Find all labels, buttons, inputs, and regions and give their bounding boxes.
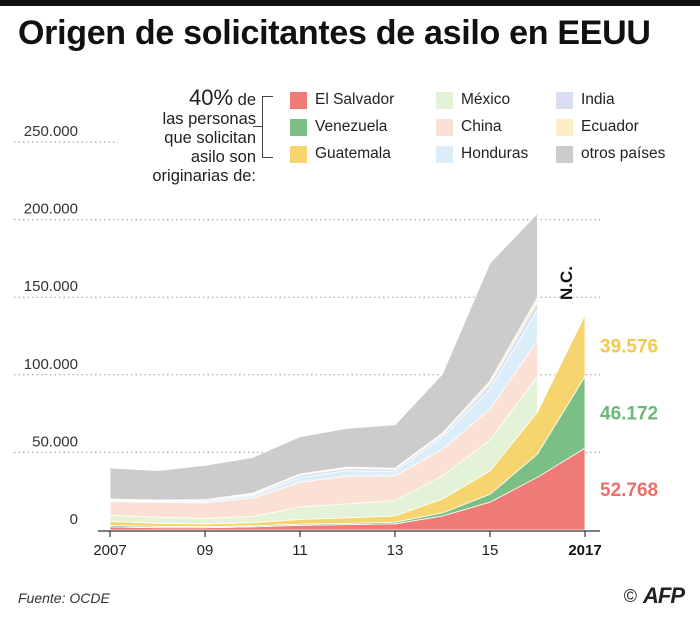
x-tick-label: 11 bbox=[292, 542, 308, 559]
y-tick-label: 200.000 bbox=[24, 201, 78, 218]
legend-item-ecuador: Ecuador bbox=[556, 118, 639, 136]
y-tick-label: 50.000 bbox=[32, 433, 78, 450]
legend: 40% de las personas que solicitan asilo … bbox=[118, 80, 686, 190]
copyright-icon: © bbox=[623, 585, 637, 606]
end-value-label: 39.576 bbox=[600, 337, 658, 358]
legend-item-venezuela: Venezuela bbox=[290, 118, 387, 136]
legend-item-india: India bbox=[556, 91, 615, 109]
afp-logo: AFP bbox=[643, 583, 685, 608]
x-tick-label: 2017 bbox=[568, 542, 601, 559]
end-value-label: 52.768 bbox=[600, 480, 658, 501]
legend-swatch bbox=[290, 145, 307, 163]
y-axis-ticks: 0 50.000 100.000 150.000 200.000 250.000 bbox=[24, 123, 78, 528]
y-tick-label: 150.000 bbox=[24, 278, 78, 295]
legend-intro-line: que solicitan bbox=[164, 129, 256, 147]
y-tick-label: 0 bbox=[70, 511, 78, 528]
legend-item-guatemala: Guatemala bbox=[290, 145, 391, 163]
legend-item-méxico: México bbox=[436, 91, 510, 109]
legend-label: El Salvador bbox=[315, 91, 395, 108]
end-value-label: 46.172 bbox=[600, 403, 658, 424]
legend-swatch bbox=[290, 118, 307, 136]
legend-item-el-salvador: El Salvador bbox=[290, 91, 394, 109]
source-note: Fuente: OCDE bbox=[18, 590, 110, 606]
legend-intro-line: las personas bbox=[162, 110, 256, 128]
legend-bracket-tick bbox=[253, 126, 262, 127]
nc-annotation: N.C. bbox=[557, 266, 576, 300]
x-axis: 2007 09 11 13 15 2017 bbox=[93, 530, 602, 559]
x-tick-label: 09 bbox=[197, 542, 214, 559]
x-tick-label: 2007 bbox=[93, 542, 126, 559]
legend-label: China bbox=[461, 118, 502, 135]
legend-bracket bbox=[262, 96, 273, 158]
legend-swatch bbox=[436, 145, 453, 163]
legend-label: Ecuador bbox=[581, 118, 639, 135]
legend-item-china: China bbox=[436, 118, 502, 136]
legend-intro: 40% de las personas que solicitan asilo … bbox=[118, 85, 256, 186]
legend-item-otros-países: otros países bbox=[556, 145, 665, 163]
legend-label: Guatemala bbox=[315, 145, 391, 162]
legend-intro-pct: 40% bbox=[189, 85, 234, 110]
legend-swatch bbox=[436, 118, 453, 136]
legend-swatch bbox=[556, 145, 573, 163]
afp-credit: © AFP bbox=[623, 583, 685, 609]
legend-label: Venezuela bbox=[315, 118, 388, 135]
legend-label: India bbox=[581, 91, 615, 108]
legend-swatch bbox=[290, 91, 307, 109]
legend-intro-de: de bbox=[233, 91, 256, 109]
legend-label: otros países bbox=[581, 145, 666, 162]
chart-title: Origen de solicitantes de asilo en EEUU bbox=[18, 14, 651, 52]
y-tick-label: 100.000 bbox=[24, 356, 78, 373]
legend-item-honduras: Honduras bbox=[436, 145, 528, 163]
end-value-labels: 39.576 46.172 52.768 bbox=[600, 337, 658, 501]
stacked-areas bbox=[109, 212, 586, 531]
legend-intro-line: originarias de: bbox=[152, 167, 256, 185]
legend-swatch bbox=[436, 91, 453, 109]
area-otros-países bbox=[109, 212, 538, 501]
legend-label: México bbox=[461, 91, 511, 108]
top-rule bbox=[0, 0, 700, 6]
x-tick-label: 15 bbox=[482, 542, 499, 559]
legend-swatch bbox=[556, 91, 573, 109]
y-tick-label: 250.000 bbox=[24, 123, 78, 140]
legend-label: Honduras bbox=[461, 145, 529, 162]
legend-swatch bbox=[556, 118, 573, 136]
x-tick-label: 13 bbox=[387, 542, 404, 559]
legend-intro-line: asilo son bbox=[190, 148, 256, 166]
